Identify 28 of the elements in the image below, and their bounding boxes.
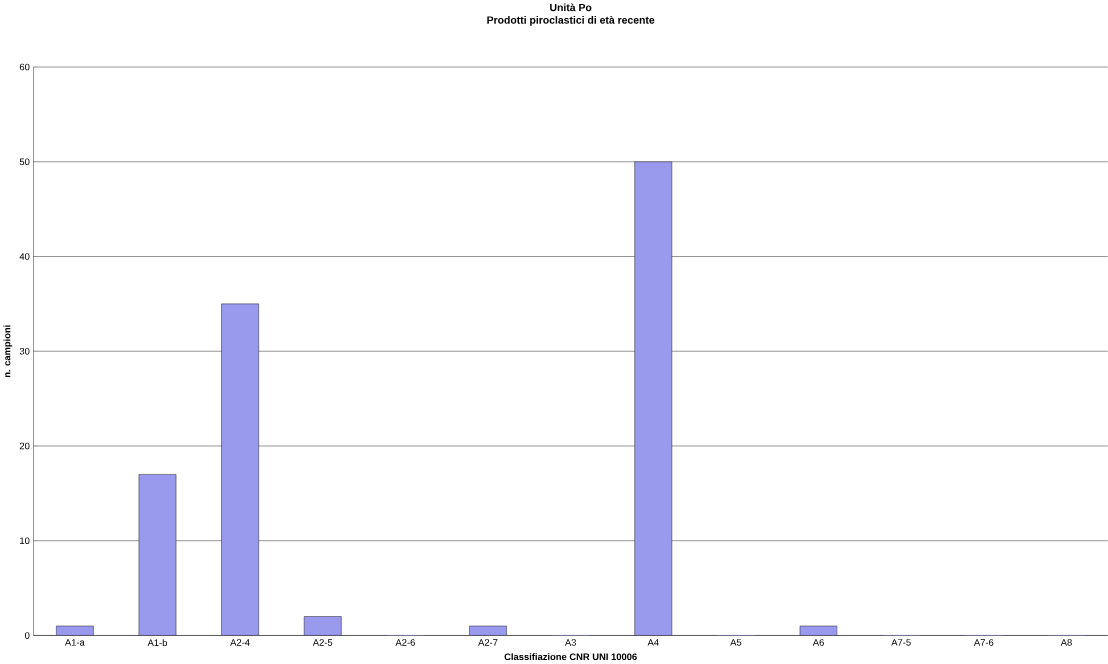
bar (303, 616, 342, 636)
y-tick-label: 30 (19, 348, 30, 355)
x-tick-label: A7-6 (973, 639, 994, 647)
y-tick-label: 60 (19, 63, 30, 71)
x-tick-label: A4 (647, 639, 659, 646)
x-tick-label: A1-a (64, 639, 85, 646)
bar (469, 625, 507, 636)
x-tick-label: A7-5 (891, 639, 911, 646)
x-tick-label: A1-b (147, 639, 167, 647)
y-tick-label: 20 (19, 442, 30, 450)
x-axis-title: Classifiazione CNR UNI 10006 (504, 653, 637, 661)
chart-title: Unità Po (550, 3, 592, 12)
x-tick-label: A5 (730, 639, 742, 646)
x-tick-label: A2-6 (395, 639, 415, 647)
x-tick-label: A2-7 (478, 639, 498, 646)
x-tick-label: A6 (812, 639, 824, 647)
x-tick-label: A2-5 (312, 639, 333, 647)
y-tick-label: 0 (24, 632, 30, 639)
x-tick-label: A3 (564, 639, 576, 647)
y-tick-label: 10 (20, 537, 30, 545)
x-tick-label: A8 (1060, 639, 1072, 647)
y-tick-label: 50 (19, 158, 30, 166)
chart-subtitle: Prodotti piroclastici di età recente (487, 16, 655, 27)
bar (799, 625, 838, 636)
bar (56, 625, 94, 636)
y-tick-label: 40 (19, 253, 30, 261)
y-axis-title: n. campioni (3, 325, 13, 378)
x-tick-label: A2-4 (230, 639, 250, 646)
